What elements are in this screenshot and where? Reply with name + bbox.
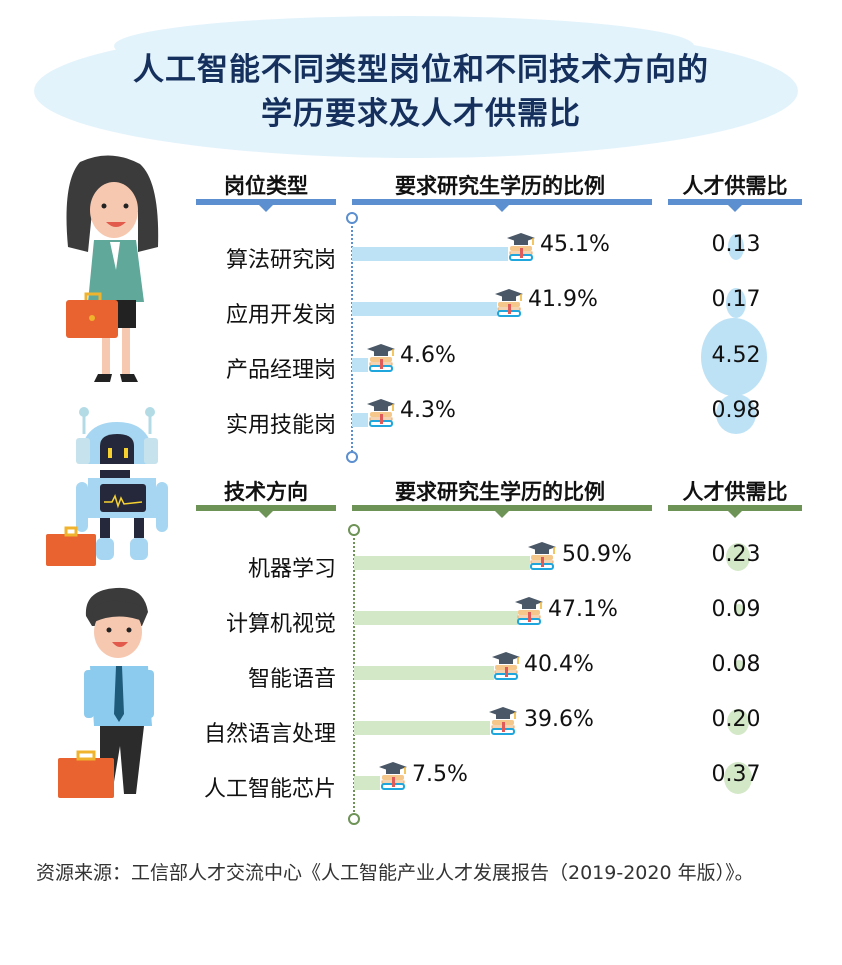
graduation-books-icon	[528, 542, 556, 570]
supply-demand-bubble	[726, 543, 750, 571]
supply-demand-bubble	[734, 604, 744, 616]
supply-demand-value: 0.13	[711, 232, 761, 257]
title-background	[34, 16, 798, 158]
grad-ratio-bar	[352, 413, 368, 427]
title-line-1: 人工智能不同类型岗位和不同技术方向的	[133, 52, 709, 88]
supply-demand-bubble	[734, 660, 744, 670]
supply-demand-bubble	[716, 394, 756, 434]
graduation-books-icon	[379, 762, 407, 790]
bar-axis	[351, 222, 353, 456]
graduation-books-icon	[367, 399, 395, 427]
graduation-books-icon	[367, 344, 395, 372]
grad-ratio-bar	[354, 666, 494, 680]
grad-ratio-value: 50.9%	[562, 542, 632, 567]
supply-demand-bubble	[726, 288, 746, 318]
grad-ratio-value: 4.3%	[400, 398, 456, 423]
supply-demand-value: 0.17	[711, 287, 761, 312]
chart-title: 人工智能不同类型岗位和不同技术方向的 学历要求及人才供需比	[0, 48, 842, 136]
supply-demand-bubble	[724, 762, 752, 794]
graduation-books-icon	[507, 233, 535, 261]
header-underline	[196, 505, 336, 518]
robot-illustration	[46, 407, 168, 566]
header-grad-ratio: 要求研究生学历的比例	[395, 174, 605, 198]
grad-ratio-bar	[352, 302, 497, 316]
grad-ratio-bar	[354, 776, 380, 790]
row-label: 计算机视觉	[225, 612, 336, 637]
header-supply-demand: 人才供需比	[682, 480, 788, 504]
row-label: 人工智能芯片	[203, 777, 336, 802]
graduation-books-icon	[489, 707, 517, 735]
axis-start-marker	[346, 212, 358, 224]
row-label: 自然语言处理	[203, 722, 336, 747]
header-underline	[668, 199, 802, 212]
supply-demand-bubble	[701, 318, 767, 396]
graduation-books-icon	[492, 652, 520, 680]
title-line-2: 学历要求及人才供需比	[261, 96, 581, 132]
header-underline	[668, 505, 802, 518]
supply-demand-value: 0.20	[711, 707, 761, 732]
grad-ratio-value: 47.1%	[548, 597, 618, 622]
supply-demand-value: 0.23	[711, 542, 761, 567]
header-grad-ratio: 要求研究生学历的比例	[395, 480, 605, 504]
axis-start-marker	[348, 524, 360, 536]
supply-demand-bubble	[727, 709, 749, 735]
supply-demand-value: 0.09	[711, 597, 761, 622]
grad-ratio-value: 39.6%	[524, 707, 594, 732]
supply-demand-value: 0.08	[711, 652, 761, 677]
supply-demand-value: 0.37	[711, 762, 761, 787]
grad-ratio-bar	[352, 247, 508, 261]
header-tech-direction: 技术方向	[224, 480, 308, 504]
header-underline	[352, 199, 652, 212]
supply-demand-value: 4.52	[711, 343, 761, 368]
grad-ratio-value: 45.1%	[540, 232, 610, 257]
grad-ratio-value: 40.4%	[524, 652, 594, 677]
row-label: 算法研究岗	[225, 248, 336, 273]
source-note: 资源来源：工信部人才交流中心《人工智能产业人才发展报告（2019-2020 年版…	[36, 862, 754, 884]
row-label: 智能语音	[247, 667, 336, 692]
grad-ratio-value: 4.6%	[400, 343, 456, 368]
row-label: 应用开发岗	[225, 303, 336, 328]
graduation-books-icon	[495, 289, 523, 317]
businesswoman-illustration	[66, 155, 159, 382]
header-underline	[352, 505, 652, 518]
supply-demand-value: 0.98	[711, 398, 761, 423]
grad-ratio-bar	[354, 611, 518, 625]
grad-ratio-bar	[354, 721, 490, 735]
grad-ratio-value: 7.5%	[412, 762, 468, 787]
row-label: 机器学习	[247, 557, 336, 582]
businessman-illustration	[58, 587, 154, 798]
axis-end-marker	[346, 451, 358, 463]
axis-end-marker	[348, 813, 360, 825]
supply-demand-bubble	[728, 234, 744, 260]
header-underline	[196, 199, 336, 212]
row-label: 实用技能岗	[225, 413, 336, 438]
row-label: 产品经理岗	[225, 358, 336, 383]
header-job-type: 岗位类型	[224, 174, 308, 198]
grad-ratio-bar	[352, 358, 368, 372]
graduation-books-icon	[515, 597, 543, 625]
header-supply-demand: 人才供需比	[682, 174, 788, 198]
grad-ratio-value: 41.9%	[528, 287, 598, 312]
grad-ratio-bar	[354, 556, 530, 570]
